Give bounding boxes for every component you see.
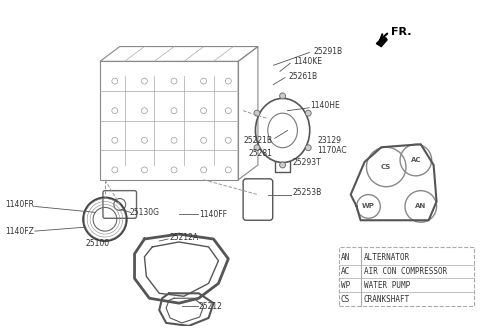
Text: 25253B: 25253B <box>292 188 322 197</box>
Text: 1170AC: 1170AC <box>317 146 347 155</box>
Text: CS: CS <box>381 164 391 170</box>
Text: AN: AN <box>415 203 426 210</box>
Text: WP: WP <box>362 203 375 210</box>
Text: 25212A: 25212A <box>169 233 198 241</box>
Circle shape <box>305 145 311 151</box>
Text: 25100: 25100 <box>85 239 109 248</box>
Text: ALTERNATOR: ALTERNATOR <box>363 253 410 262</box>
Circle shape <box>254 145 260 151</box>
Polygon shape <box>376 37 387 47</box>
Text: WATER PUMP: WATER PUMP <box>363 281 410 290</box>
Text: 1140KE: 1140KE <box>293 57 323 66</box>
Text: 1140FR: 1140FR <box>5 200 34 209</box>
Text: 1140FZ: 1140FZ <box>5 227 34 236</box>
Text: FR.: FR. <box>391 27 412 37</box>
Text: CS: CS <box>341 295 350 304</box>
Text: 25293T: 25293T <box>292 157 321 167</box>
Text: 25261B: 25261B <box>288 72 318 81</box>
Circle shape <box>280 162 286 168</box>
Text: AN: AN <box>341 253 350 262</box>
Text: 23129: 23129 <box>317 136 341 145</box>
Circle shape <box>254 110 260 116</box>
Text: AC: AC <box>410 157 421 163</box>
Text: 25212: 25212 <box>199 302 223 311</box>
Text: 1140FF: 1140FF <box>199 210 227 219</box>
Text: AIR CON COMPRESSOR: AIR CON COMPRESSOR <box>363 267 447 276</box>
Text: 25130G: 25130G <box>130 208 160 217</box>
Text: 25291B: 25291B <box>313 47 342 56</box>
Text: AC: AC <box>341 267 350 276</box>
Text: 25221B: 25221B <box>244 136 273 145</box>
Circle shape <box>280 93 286 99</box>
Circle shape <box>305 110 311 116</box>
Text: 25281: 25281 <box>249 149 273 158</box>
Text: CRANKSHAFT: CRANKSHAFT <box>363 295 410 304</box>
Text: 1140HE: 1140HE <box>310 101 340 110</box>
Text: WP: WP <box>341 281 350 290</box>
